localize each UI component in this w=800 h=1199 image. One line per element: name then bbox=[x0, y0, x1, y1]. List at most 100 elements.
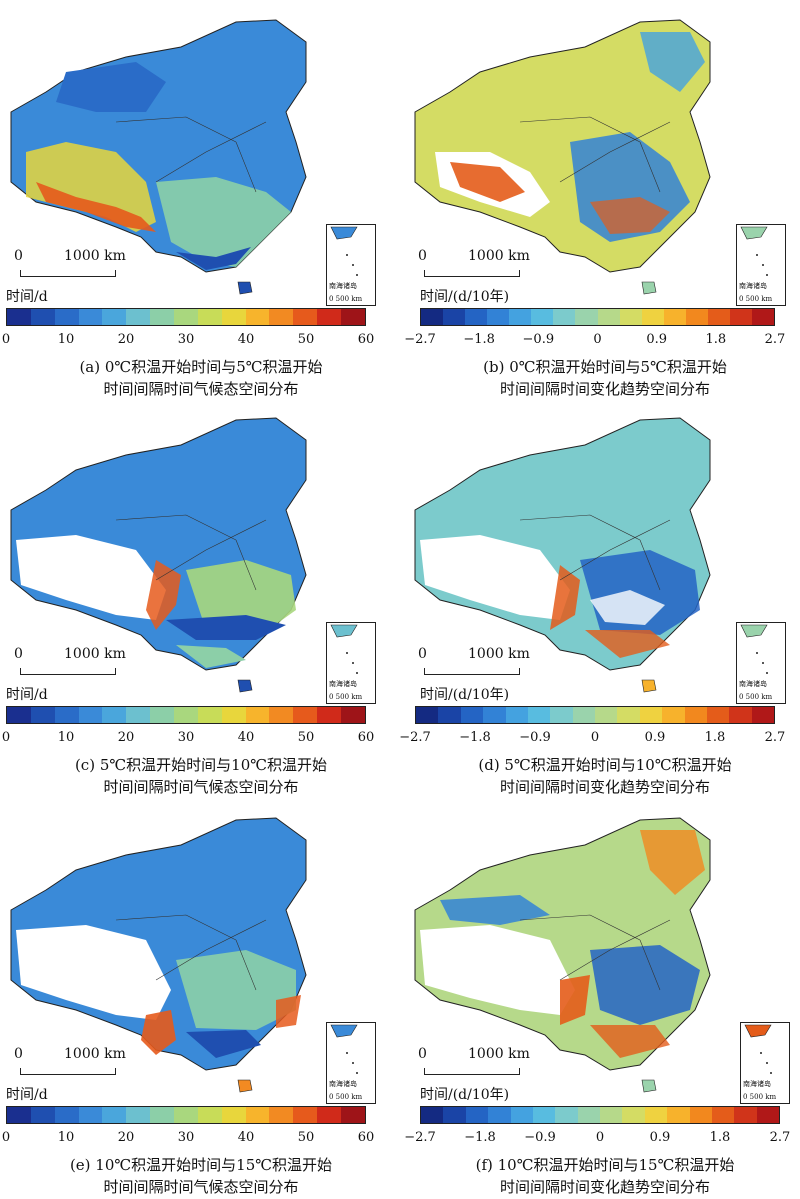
south-china-sea-inset: 南海诸岛 0 500 km bbox=[326, 622, 376, 704]
figure-caption: (a) 0℃积温开始时间与5℃积温开始 时间间隔时间气候态空间分布 bbox=[6, 356, 396, 400]
colorbar-ticks: −2.7 −1.8 −0.9 0 0.9 1.8 2.7 bbox=[404, 1130, 790, 1148]
colorbar-segment bbox=[7, 707, 31, 723]
colorbar-segment bbox=[126, 707, 151, 723]
colorbar-segment bbox=[667, 1107, 690, 1123]
colorbar-segment bbox=[150, 1107, 175, 1123]
colorbar-tick-label: 0.9 bbox=[644, 730, 666, 745]
colorbar-tick-label: 20 bbox=[117, 1130, 135, 1145]
colorbar-segment bbox=[465, 309, 488, 325]
colorbar-tick-label: 40 bbox=[237, 1130, 255, 1145]
colorbar-tick-label: 10 bbox=[57, 730, 75, 745]
colorbar-segment bbox=[707, 309, 730, 325]
colorbar-segment bbox=[78, 707, 103, 723]
colorbar-segment bbox=[443, 1107, 466, 1123]
colorbar-unit: 时间/d bbox=[6, 289, 48, 305]
colorbar-tick-label: 0.9 bbox=[649, 1130, 671, 1145]
colorbar-segment bbox=[619, 309, 642, 325]
scale-distance-label: 1000 km bbox=[64, 1046, 126, 1062]
colorbar-segment bbox=[465, 1107, 489, 1123]
map-a bbox=[10, 19, 307, 295]
figure-caption: (e) 10℃积温开始时间与15℃积温开始 时间间隔时间气候态空间分布 bbox=[6, 1154, 396, 1198]
figure-caption: (f) 10℃积温开始时间与15℃积温开始 时间间隔时间变化趋势空间分布 bbox=[410, 1154, 800, 1198]
colorbar-segment bbox=[150, 309, 175, 325]
colorbar-ticks: −2.7 −1.8 −0.9 0 0.9 1.8 2.7 bbox=[404, 332, 785, 350]
colorbar-tick-label: −1.8 bbox=[459, 730, 491, 745]
south-china-sea-inset: 南海诸岛 0 500 km bbox=[740, 1022, 790, 1104]
colorbar-tick-label: 2.7 bbox=[769, 1130, 791, 1145]
scale-zero-label: 0 bbox=[418, 248, 427, 264]
colorbar-segment bbox=[7, 309, 31, 325]
colorbar-ticks: −2.7 −1.8 −0.9 0 0.9 1.8 2.7 bbox=[399, 730, 785, 748]
colorbar-unit: 时间/d bbox=[6, 1087, 48, 1103]
colorbar-segment bbox=[488, 1107, 511, 1123]
map-b bbox=[414, 19, 711, 295]
colorbar-segment bbox=[78, 309, 103, 325]
colorbar-tick-label: −1.8 bbox=[463, 332, 495, 347]
colorbar-tick-label: 30 bbox=[177, 1130, 195, 1145]
panel-f: 0 1000 km 南海诸岛 0 500 km 时间/(d/10年) −2.7−… bbox=[404, 800, 800, 1199]
colorbar bbox=[6, 1106, 366, 1124]
scale-zero-label: 0 bbox=[418, 646, 427, 662]
colorbar-ticks: 0 10 20 30 40 50 60 bbox=[2, 332, 374, 350]
scale-distance-label: 1000 km bbox=[64, 248, 126, 264]
caption-line-2: 时间间隔时间变化趋势空间分布 bbox=[499, 778, 710, 796]
colorbar-tick-label: −2.7 bbox=[404, 332, 436, 347]
panel-c: 0 1000 km 南海诸岛 0 500 km 时间/d 0 10 20 30 40 50… bbox=[2, 400, 396, 799]
colorbar-segment bbox=[221, 707, 246, 723]
colorbar bbox=[420, 308, 775, 326]
colorbar-segment bbox=[341, 309, 365, 325]
scale-bar: 0 1000 km bbox=[418, 248, 538, 278]
colorbar-segment bbox=[421, 1107, 444, 1123]
colorbar-tick-label: 30 bbox=[177, 730, 195, 745]
inset-map bbox=[330, 226, 358, 276]
colorbar-segment bbox=[293, 1107, 318, 1123]
inset-map bbox=[330, 624, 358, 674]
colorbar-segment bbox=[532, 1107, 556, 1123]
colorbar-segment bbox=[197, 309, 222, 325]
colorbar-segment bbox=[510, 1107, 533, 1123]
inset-scale: 0 500 km bbox=[329, 1093, 363, 1101]
scale-line bbox=[20, 270, 116, 277]
colorbar-segment bbox=[150, 707, 175, 723]
colorbar-segment bbox=[641, 309, 664, 325]
colorbar-segment bbox=[550, 707, 573, 723]
colorbar-unit: 时间/d bbox=[6, 687, 48, 703]
inset-label: 南海诸岛 bbox=[743, 1080, 771, 1088]
caption-line-1: (a) 0℃积温开始时间与5℃积温开始 bbox=[79, 358, 323, 376]
colorbar-segment bbox=[689, 1107, 712, 1123]
scale-distance-label: 1000 km bbox=[468, 646, 530, 662]
colorbar-tick-label: 60 bbox=[357, 730, 375, 745]
colorbar-tick-label: 2.7 bbox=[764, 332, 786, 347]
colorbar-segment bbox=[197, 707, 222, 723]
colorbar-segment bbox=[617, 707, 640, 723]
caption-line-2: 时间间隔时间气候态空间分布 bbox=[103, 380, 299, 398]
inset-scale: 0 500 km bbox=[739, 295, 773, 303]
inset-label: 南海诸岛 bbox=[329, 680, 357, 688]
colorbar-segment bbox=[729, 309, 752, 325]
colorbar-segment bbox=[245, 309, 270, 325]
colorbar-tick-label: 1.8 bbox=[704, 730, 726, 745]
map-e bbox=[10, 817, 307, 1093]
colorbar-segment bbox=[269, 309, 294, 325]
colorbar-segment bbox=[595, 707, 618, 723]
colorbar bbox=[420, 1106, 780, 1124]
colorbar-segment bbox=[751, 309, 774, 325]
colorbar-segment bbox=[293, 707, 318, 723]
map-f bbox=[414, 817, 711, 1093]
inset-scale: 0 500 km bbox=[329, 693, 363, 701]
panel-d: 0 1000 km 南海诸岛 0 500 km 时间/(d/10年) −2.7−… bbox=[399, 400, 800, 799]
south-china-sea-inset: 南海诸岛 0 500 km bbox=[326, 224, 376, 306]
colorbar-tick-label: −0.9 bbox=[519, 730, 551, 745]
colorbar-tick-label: −2.7 bbox=[399, 730, 431, 745]
colorbar-segment bbox=[663, 309, 686, 325]
scale-distance-label: 1000 km bbox=[468, 1046, 530, 1062]
colorbar-segment bbox=[317, 1107, 342, 1123]
caption-line-1: (d) 5℃积温开始时间与10℃积温开始 bbox=[478, 756, 732, 774]
south-china-sea-inset: 南海诸岛 0 500 km bbox=[736, 224, 786, 306]
colorbar-tick-label: 10 bbox=[57, 332, 75, 347]
scale-line bbox=[424, 270, 520, 277]
colorbar-segment bbox=[622, 1107, 645, 1123]
caption-line-2: 时间间隔时间气候态空间分布 bbox=[103, 1178, 299, 1196]
colorbar-segment bbox=[684, 707, 707, 723]
colorbar-tick-label: 0.9 bbox=[646, 332, 667, 347]
